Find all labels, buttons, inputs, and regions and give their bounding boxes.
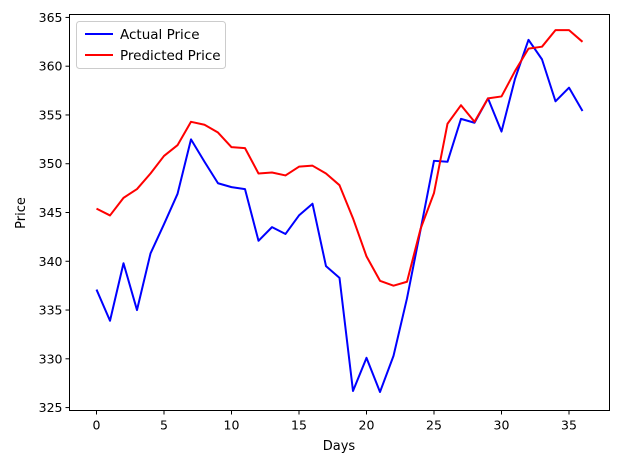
x-tick-label: 5: [160, 418, 168, 433]
x-tick-label: 10: [224, 418, 240, 433]
x-tick-label: 20: [359, 418, 375, 433]
y-tick-label: 360: [39, 59, 63, 74]
y-tick-label: 355: [39, 107, 63, 122]
legend-box: [76, 21, 226, 69]
legend-label-actual-price: Actual Price: [120, 27, 200, 43]
series-line-actual-price: [95, 38, 584, 393]
y-tick-label: 340: [39, 254, 63, 269]
y-axis-label: Price: [14, 197, 29, 229]
x-tick-label: 15: [291, 418, 307, 433]
x-tick-label: 25: [426, 418, 442, 433]
x-tick-label: 0: [93, 418, 101, 433]
series-lines: [95, 29, 584, 393]
y-tick-label: 330: [39, 351, 63, 366]
y-tick-label: 335: [39, 303, 63, 318]
legend-label-predicted-price: Predicted Price: [120, 48, 221, 64]
x-axis-ticks: 0 5 10 15 20 25 30 35: [93, 410, 577, 433]
x-tick-label: 35: [561, 418, 577, 433]
y-tick-label: 325: [39, 400, 63, 415]
y-tick-label: 345: [39, 205, 63, 220]
plot-frame: [69, 14, 610, 411]
x-axis-label: Days: [323, 439, 356, 454]
y-axis-ticks: 325 330 335 340 345 350 355 360 365: [39, 10, 70, 415]
series-line-predicted-price: [96, 29, 584, 287]
x-tick-label: 30: [494, 418, 510, 433]
legend: Actual Price Predicted Price: [76, 21, 226, 69]
y-tick-label: 365: [39, 10, 63, 25]
y-tick-label: 350: [39, 156, 63, 171]
